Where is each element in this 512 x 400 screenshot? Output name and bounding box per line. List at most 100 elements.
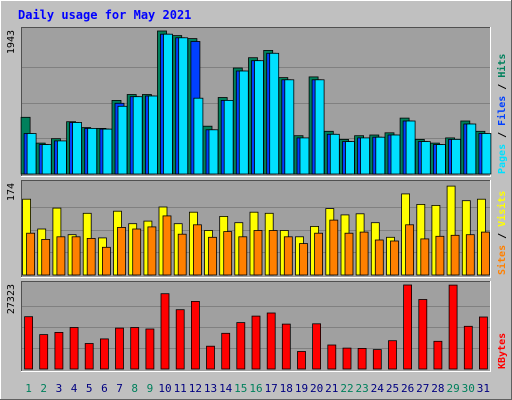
bar-pages-day-22 <box>345 141 355 175</box>
bar-pages-day-4 <box>72 122 82 175</box>
day-label-30: 30 <box>462 382 475 395</box>
legend-hits-files-pages: Pages / Files / Hits <box>496 54 508 174</box>
bar-pages-day-6 <box>102 128 113 175</box>
bar-sites-day-3 <box>56 236 66 276</box>
bar-kbytes-day-26 <box>403 284 413 370</box>
day-label-8: 8 <box>131 382 138 395</box>
bar-kbytes-day-10 <box>160 293 170 370</box>
bar-sites-day-13 <box>208 236 217 276</box>
day-label-14: 14 <box>219 382 233 395</box>
day-label-21: 21 <box>325 382 338 395</box>
bar-sites-day-26 <box>405 224 415 276</box>
bar-sites-day-16 <box>253 230 263 276</box>
day-label-9: 9 <box>147 382 154 395</box>
bar-kbytes-day-31 <box>478 316 488 370</box>
bar-kbytes-day-19 <box>297 351 306 370</box>
bar-pages-day-16 <box>254 60 264 175</box>
chart-title: Daily usage for May 2021 <box>18 8 191 22</box>
day-label-23: 23 <box>355 382 368 395</box>
day-label-18: 18 <box>280 382 293 395</box>
panel-kbytes: 27323 KBytes <box>6 281 508 372</box>
legend-item-files: Files <box>496 96 508 126</box>
bar-pages-day-2 <box>41 144 52 175</box>
bar-pages-day-30 <box>466 123 477 175</box>
bar-kbytes-day-23 <box>357 347 367 370</box>
bar-kbytes-day-21 <box>327 344 337 370</box>
day-label-16: 16 <box>249 382 262 395</box>
bar-kbytes-day-27 <box>418 299 428 370</box>
day-label-24: 24 <box>371 382 385 395</box>
legend-item-kbytes: KBytes <box>497 333 508 369</box>
legend-item-hits: Hits <box>496 54 508 78</box>
bar-sites-day-9 <box>147 226 157 276</box>
day-label-20: 20 <box>310 382 323 395</box>
scale-label: 174 <box>6 183 17 201</box>
day-label-19: 19 <box>295 382 308 395</box>
bar-pages-day-8 <box>132 96 143 175</box>
bar-kbytes-day-13 <box>206 345 215 370</box>
bar-sites-day-18 <box>283 236 293 276</box>
bar-pages-day-28 <box>435 144 446 175</box>
day-label-3: 3 <box>56 382 63 395</box>
bar-sites-day-22 <box>344 232 354 276</box>
bar-sites-day-31 <box>480 231 490 276</box>
day-labels: 1 2 3 4 5 6 7 8 9 10 11 12 13 14 15 16 17 18 19 20 21 22 23 24 2… <box>25 382 490 395</box>
bar-kbytes-day-17 <box>266 312 276 370</box>
bar-pages-day-18 <box>284 79 295 175</box>
legend-item-visits: Visits <box>496 191 508 227</box>
bar-pages-day-12 <box>193 97 204 175</box>
bar-pages-day-23 <box>360 137 371 175</box>
bar-sites-day-23 <box>359 231 369 276</box>
day-label-1: 1 <box>25 382 32 395</box>
legend-item-pages: Pages <box>497 144 508 174</box>
bar-pages-day-1 <box>26 133 37 175</box>
bar-sites-day-10 <box>162 215 172 276</box>
day-label-13: 13 <box>204 382 217 395</box>
bar-sites-day-15 <box>238 236 248 276</box>
day-label-5: 5 <box>86 382 93 395</box>
bar-kbytes-day-7 <box>115 327 124 370</box>
bar-kbytes-day-30 <box>463 325 473 370</box>
bar-sites-day-6 <box>102 246 111 276</box>
bar-sites-day-7 <box>117 226 126 276</box>
bar-kbytes-day-11 <box>175 309 185 370</box>
legend-visits-sites: Sites / Visits <box>496 191 508 275</box>
bar-sites-day-28 <box>435 235 445 276</box>
day-label-15: 15 <box>234 382 247 395</box>
day-label-28: 28 <box>431 382 444 395</box>
bar-kbytes-day-16 <box>251 315 261 370</box>
bar-kbytes-day-5 <box>84 343 94 370</box>
bar-sites-day-2 <box>41 238 51 276</box>
day-label-12: 12 <box>189 382 202 395</box>
bar-pages-day-26 <box>405 120 416 175</box>
bar-pages-day-13 <box>208 129 219 175</box>
day-label-25: 25 <box>386 382 399 395</box>
bar-kbytes-day-3 <box>54 331 64 370</box>
bar-pages-day-7 <box>117 105 128 175</box>
bar-sites-day-19 <box>299 243 308 276</box>
bar-sites-day-17 <box>268 230 278 276</box>
bar-kbytes-day-25 <box>388 340 397 370</box>
bar-kbytes-day-28 <box>433 340 443 370</box>
bar-pages-day-27 <box>420 141 431 175</box>
bar-sites-day-29 <box>450 234 460 276</box>
day-label-26: 26 <box>401 382 414 395</box>
bar-pages-day-24 <box>375 136 386 175</box>
bar-sites-day-5 <box>86 237 96 276</box>
chart-panels: 1943 Pages / Files / Hits 174 Sites / Visit… <box>6 27 508 372</box>
bar-pages-day-20 <box>314 79 325 175</box>
bar-sites-day-27 <box>420 238 430 276</box>
day-label-7: 7 <box>116 382 123 395</box>
bar-pages-day-3 <box>57 140 67 175</box>
bar-pages-day-11 <box>178 37 189 175</box>
bar-kbytes-day-18 <box>281 323 291 370</box>
bar-kbytes-day-24 <box>372 349 382 370</box>
day-label-10: 10 <box>158 382 171 395</box>
bar-pages-day-29 <box>451 138 462 175</box>
bar-sites-day-21 <box>329 219 339 276</box>
bar-sites-day-14 <box>223 231 233 276</box>
bar-kbytes-day-20 <box>312 323 322 370</box>
bar-sites-day-25 <box>390 240 399 276</box>
bar-pages-day-17 <box>269 52 280 175</box>
